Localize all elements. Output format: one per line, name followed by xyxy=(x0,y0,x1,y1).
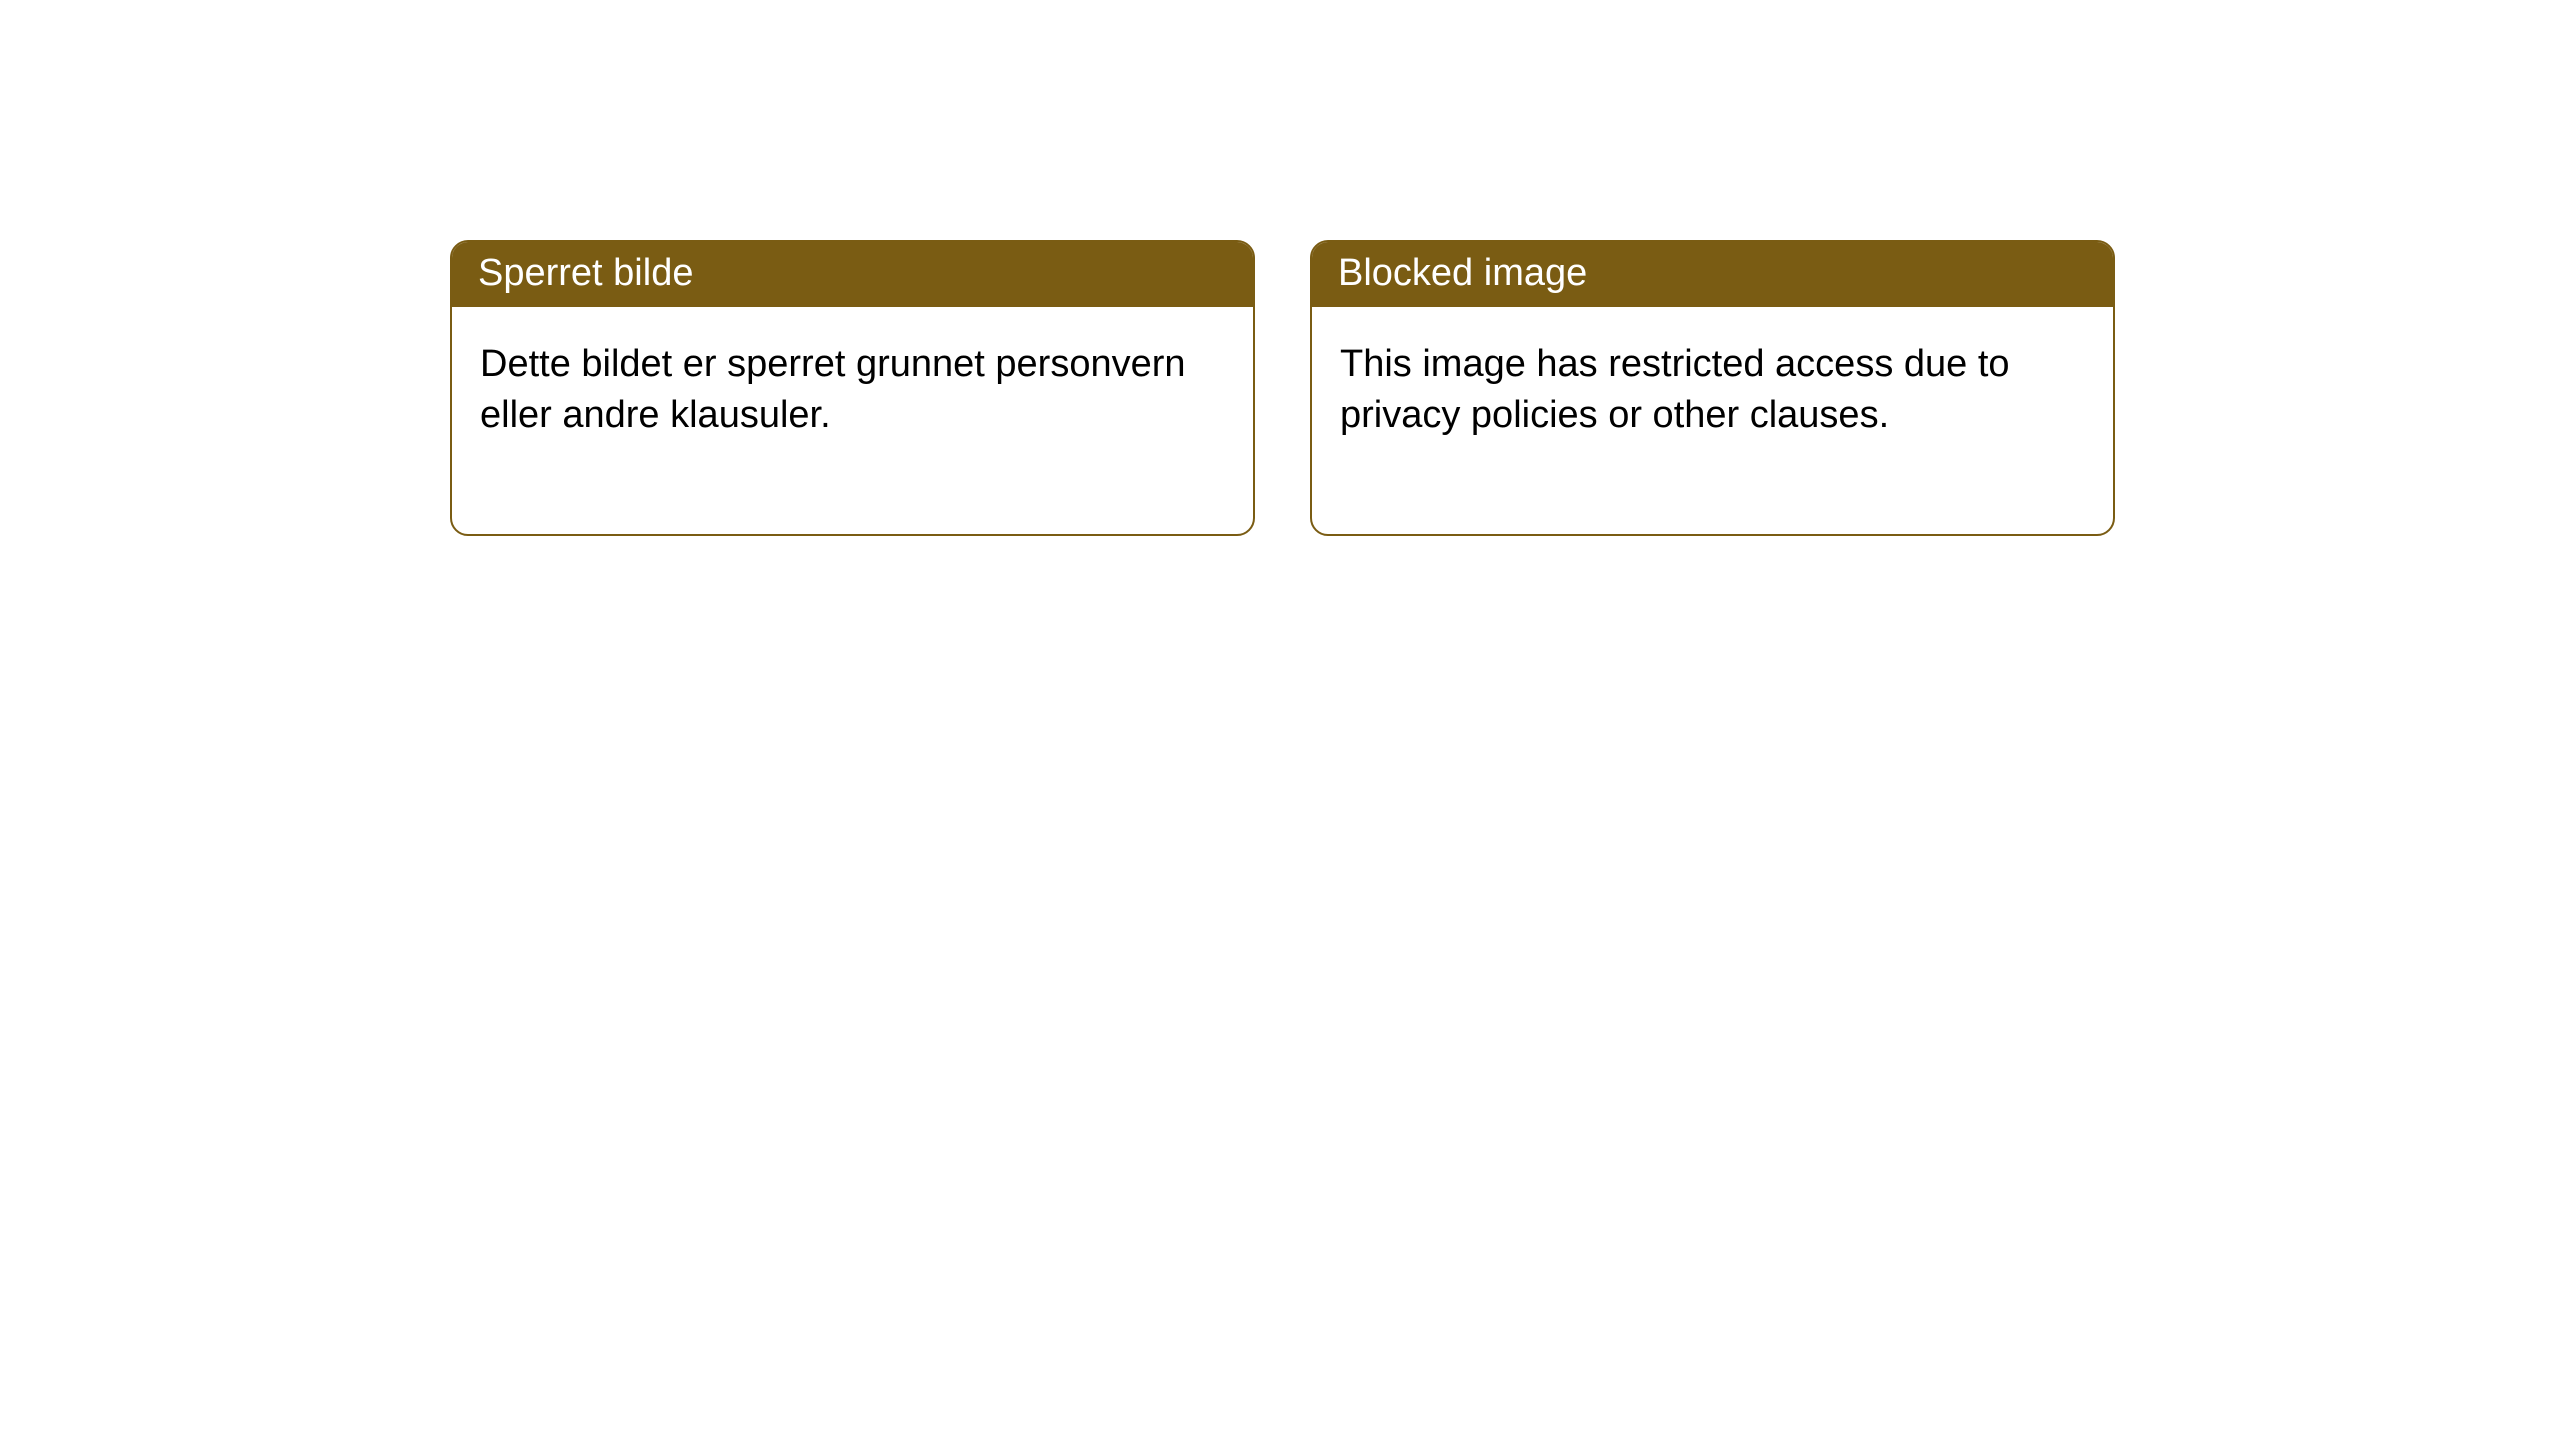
card-title: Sperret bilde xyxy=(452,242,1253,307)
blocked-image-card-english: Blocked image This image has restricted … xyxy=(1310,240,2115,536)
card-body: Dette bildet er sperret grunnet personve… xyxy=(452,307,1253,534)
card-body: This image has restricted access due to … xyxy=(1312,307,2113,534)
blocked-image-card-norwegian: Sperret bilde Dette bildet er sperret gr… xyxy=(450,240,1255,536)
card-title: Blocked image xyxy=(1312,242,2113,307)
